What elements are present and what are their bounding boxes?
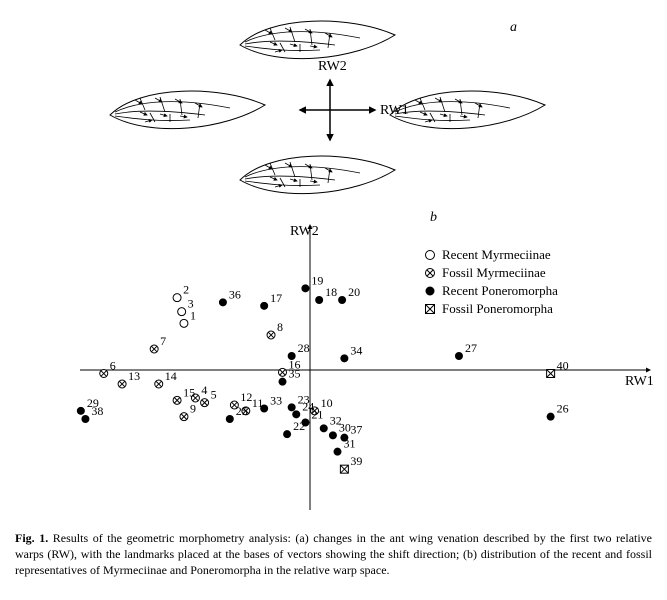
point-label-9: 9 [190, 402, 196, 416]
point-13 [118, 380, 126, 388]
point-label-8: 8 [277, 320, 283, 334]
legend-marker-3 [426, 305, 435, 314]
point-6 [100, 370, 108, 378]
point-38 [81, 415, 89, 423]
panel-a-label: a [510, 20, 517, 36]
point-label-26: 26 [557, 402, 569, 416]
point-8 [267, 331, 275, 339]
point-32 [320, 424, 328, 432]
point-29 [77, 407, 85, 415]
point-label-2: 2 [183, 283, 189, 297]
legend-label-1: Fossil Myrmeciinae [442, 265, 546, 280]
point-label-38: 38 [91, 404, 103, 418]
point-15 [173, 396, 181, 404]
point-33 [260, 405, 268, 413]
point-16 [279, 368, 287, 376]
point-24 [292, 410, 300, 418]
axes-panel-a: RW1 RW2 [300, 59, 409, 140]
legend-marker-1 [426, 269, 435, 278]
point-label-22: 22 [293, 419, 305, 433]
point-label-12: 12 [240, 390, 252, 404]
point-26 [547, 413, 555, 421]
wing-diagram-svg: RW1 RW2 [10, 10, 657, 210]
point-label-6: 6 [110, 359, 116, 373]
point-3 [178, 308, 186, 316]
legend: Recent Myrmeciinae Fossil Myrmeciinae Rece… [426, 247, 559, 316]
point-25 [226, 415, 234, 423]
point-label-28: 28 [298, 341, 310, 355]
figure-caption: Fig. 1. Results of the geometric morphom… [10, 530, 657, 579]
point-7 [150, 345, 158, 353]
point-37 [340, 434, 348, 442]
scatter-plot: RW1 RW2 Recent Myrmeciinae Fossil Myrmeci… [10, 210, 657, 520]
point-23 [288, 403, 296, 411]
point-35 [279, 378, 287, 386]
point-label-18: 18 [325, 285, 337, 299]
legend-label-3: Fossil Poneromorpha [442, 301, 553, 316]
point-label-15: 15 [183, 385, 195, 399]
caption-lead: Fig. 1. [15, 531, 48, 545]
point-34 [340, 354, 348, 362]
point-9 [180, 413, 188, 421]
legend-label-0: Recent Myrmeciinae [442, 247, 551, 262]
rw1-label-b: RW1 [625, 374, 654, 389]
point-label-25: 25 [236, 404, 248, 418]
point-label-39: 39 [350, 454, 362, 468]
panel-a: a [10, 10, 657, 210]
panel-b-label: b [430, 210, 437, 226]
point-18 [315, 296, 323, 304]
point-label-27: 27 [465, 341, 477, 355]
point-label-36: 36 [229, 287, 241, 301]
rw2-label-a: RW2 [318, 59, 347, 74]
point-27 [455, 352, 463, 360]
point-19 [301, 284, 309, 292]
point-label-13: 13 [128, 369, 140, 383]
point-20 [338, 296, 346, 304]
point-17 [260, 302, 268, 310]
wing-left [110, 91, 265, 129]
point-label-14: 14 [165, 369, 177, 383]
caption-body: Results of the geometric morphometry ana… [15, 531, 652, 577]
point-label-33: 33 [270, 394, 282, 408]
legend-marker-2 [426, 287, 435, 296]
point-36 [219, 298, 227, 306]
panel-b: b RW1 RW2 Recent Myrmeciinae Fossil Myrme… [10, 210, 657, 520]
point-label-37: 37 [350, 423, 362, 437]
point-label-35: 35 [289, 367, 301, 381]
figure-1: a [10, 10, 657, 579]
point-label-20: 20 [348, 285, 360, 299]
point-2 [173, 294, 181, 302]
point-label-4: 4 [201, 383, 207, 397]
point-14 [155, 380, 163, 388]
point-31 [334, 448, 342, 456]
point-label-34: 34 [350, 343, 362, 357]
point-label-3: 3 [188, 297, 194, 311]
point-label-5: 5 [211, 388, 217, 402]
point-39 [340, 465, 348, 473]
rw2-label-b: RW2 [290, 224, 319, 239]
point-5 [201, 399, 209, 407]
wing-right [390, 91, 545, 129]
legend-label-2: Recent Poneromorpha [442, 283, 558, 298]
point-40 [547, 370, 555, 378]
legend-marker-0 [426, 251, 435, 260]
point-label-24: 24 [302, 399, 314, 413]
point-1 [180, 319, 188, 327]
point-label-40: 40 [557, 359, 569, 373]
point-28 [288, 352, 296, 360]
point-22 [283, 430, 291, 438]
wing-bottom [240, 156, 395, 194]
point-label-7: 7 [160, 334, 166, 348]
point-label-32: 32 [330, 413, 342, 427]
wing-top [240, 21, 395, 59]
point-label-19: 19 [311, 273, 323, 287]
point-30 [329, 431, 337, 439]
point-label-17: 17 [270, 291, 282, 305]
